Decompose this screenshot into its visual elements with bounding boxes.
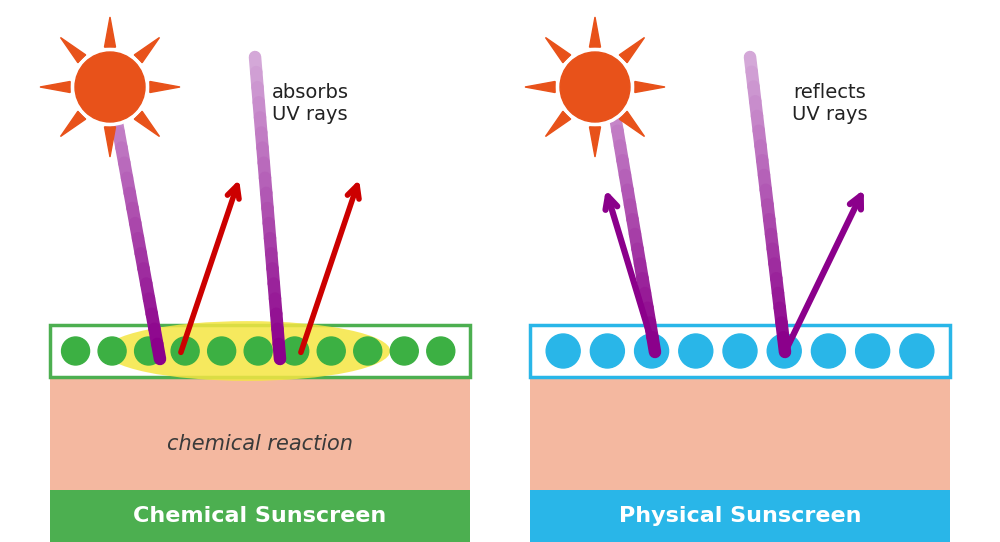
Circle shape: [390, 337, 418, 365]
Circle shape: [354, 337, 382, 365]
Polygon shape: [619, 37, 644, 63]
Text: Physical Sunscreen: Physical Sunscreen: [619, 506, 861, 526]
FancyBboxPatch shape: [530, 362, 950, 527]
Circle shape: [171, 337, 199, 365]
Polygon shape: [104, 127, 116, 157]
Polygon shape: [61, 37, 86, 63]
FancyBboxPatch shape: [530, 490, 950, 542]
Polygon shape: [61, 111, 86, 137]
Circle shape: [98, 337, 126, 365]
Polygon shape: [104, 17, 116, 47]
Circle shape: [244, 337, 272, 365]
FancyBboxPatch shape: [50, 490, 470, 542]
Circle shape: [590, 334, 624, 368]
Circle shape: [75, 52, 145, 122]
Polygon shape: [546, 111, 571, 137]
FancyBboxPatch shape: [50, 362, 470, 527]
Circle shape: [556, 48, 634, 126]
Polygon shape: [525, 81, 555, 93]
Circle shape: [723, 334, 757, 368]
Circle shape: [62, 337, 90, 365]
Circle shape: [208, 337, 236, 365]
Circle shape: [856, 334, 890, 368]
Circle shape: [679, 334, 713, 368]
Polygon shape: [134, 37, 159, 63]
Text: chemical reaction: chemical reaction: [167, 434, 353, 454]
Circle shape: [546, 334, 580, 368]
Circle shape: [560, 52, 630, 122]
Polygon shape: [40, 81, 70, 93]
Text: absorbs
UV rays: absorbs UV rays: [272, 83, 349, 125]
Polygon shape: [635, 81, 665, 93]
Polygon shape: [589, 127, 601, 157]
Text: reflects
UV rays: reflects UV rays: [792, 83, 868, 125]
Circle shape: [317, 337, 345, 365]
FancyBboxPatch shape: [50, 325, 470, 377]
Circle shape: [135, 337, 163, 365]
Circle shape: [635, 334, 669, 368]
FancyBboxPatch shape: [530, 325, 950, 377]
Circle shape: [811, 334, 845, 368]
Polygon shape: [546, 37, 571, 63]
Circle shape: [72, 48, 148, 126]
Circle shape: [281, 337, 309, 365]
Circle shape: [900, 334, 934, 368]
Ellipse shape: [105, 321, 390, 381]
Circle shape: [427, 337, 455, 365]
Polygon shape: [619, 111, 644, 137]
Text: Chemical Sunscreen: Chemical Sunscreen: [133, 506, 387, 526]
Polygon shape: [589, 17, 601, 47]
Circle shape: [767, 334, 801, 368]
Polygon shape: [134, 111, 159, 137]
Polygon shape: [150, 81, 180, 93]
